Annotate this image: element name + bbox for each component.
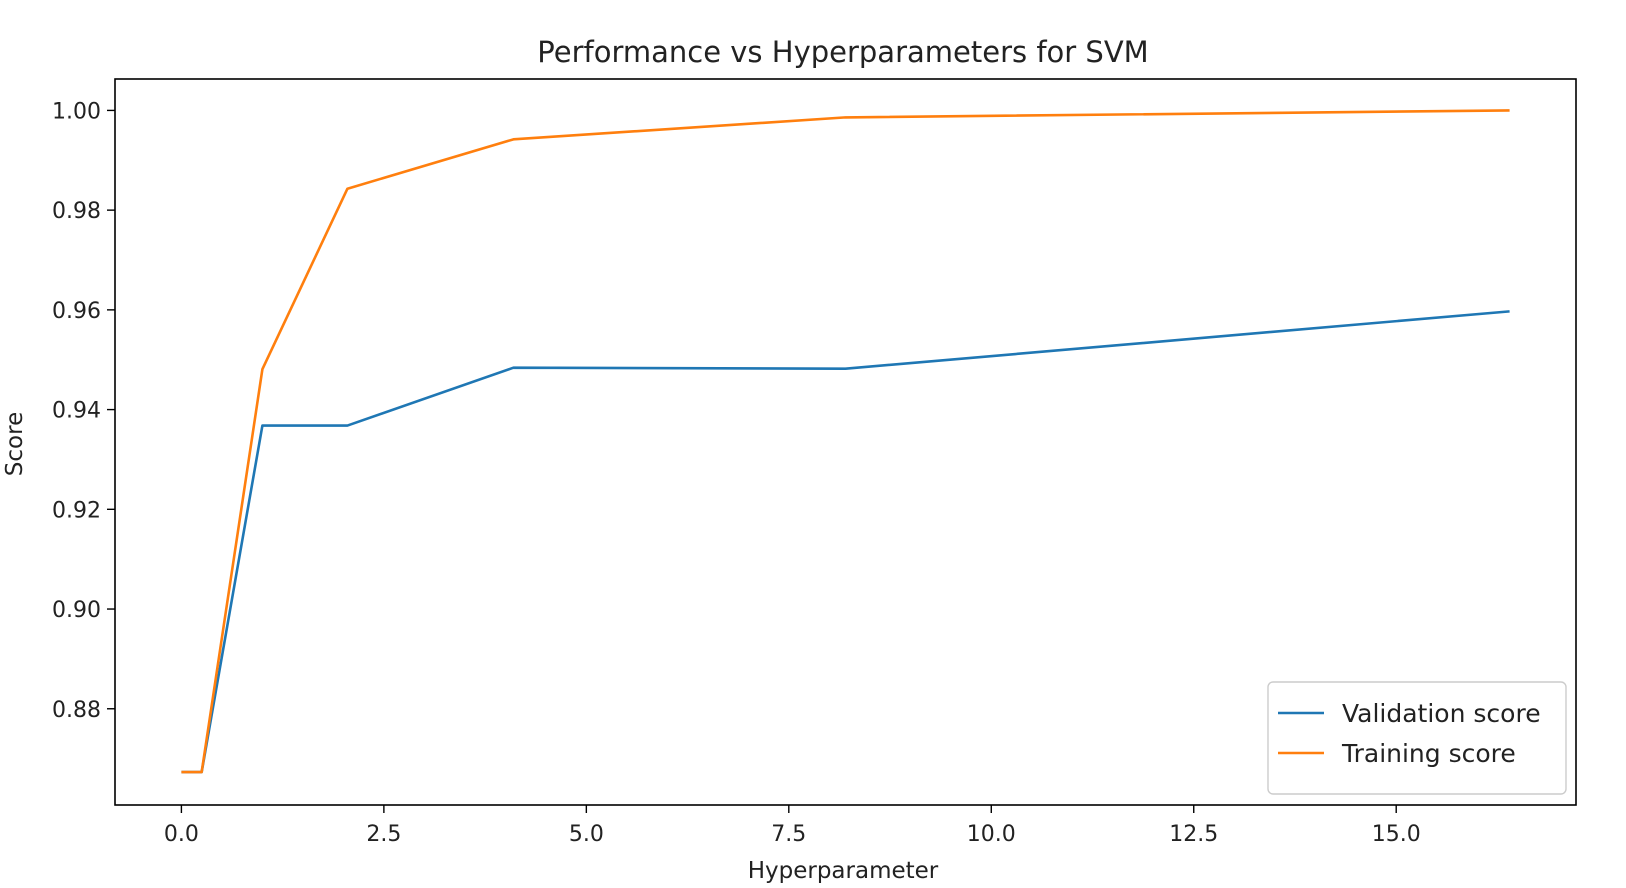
x-tick-label: 7.5	[771, 822, 806, 847]
series-layer	[181, 109, 1510, 774]
x-tick-label: 5.0	[569, 822, 604, 847]
y-tick-label: 0.92	[52, 498, 101, 523]
x-tick-label: 15.0	[1372, 822, 1421, 847]
plot-frame	[114, 78, 1577, 806]
x-axis-label: Hyperparameter	[748, 858, 939, 884]
y-tick-label: 0.90	[52, 598, 101, 623]
legend-box	[1267, 681, 1567, 795]
x-tick-label: 10.0	[967, 822, 1016, 847]
x-axis: 0.0 2.5 5.0 7.5 10.0 12.5 15.0	[164, 805, 1421, 847]
x-tick-label: 12.5	[1169, 822, 1218, 847]
y-axis-label: Score	[2, 412, 28, 476]
legend-label: Validation score	[1342, 699, 1541, 728]
x-tick-label: 0.0	[164, 822, 199, 847]
x-tick-label: 2.5	[366, 822, 401, 847]
legend-label: Training score	[1341, 739, 1516, 768]
y-tick-label: 0.88	[52, 698, 101, 723]
chart-title: Performance vs Hyperparameters for SVM	[537, 35, 1148, 69]
series-line-training-score	[181, 109, 1510, 774]
y-tick-label: 1.00	[52, 99, 101, 124]
y-axis: 0.88 0.90 0.92 0.94 0.96 0.98 1.00	[52, 99, 115, 723]
legend: Validation score Training score	[1267, 681, 1567, 795]
y-tick-label: 0.94	[52, 399, 101, 424]
y-tick-label: 0.96	[52, 299, 101, 324]
y-tick-label: 0.98	[52, 199, 101, 224]
